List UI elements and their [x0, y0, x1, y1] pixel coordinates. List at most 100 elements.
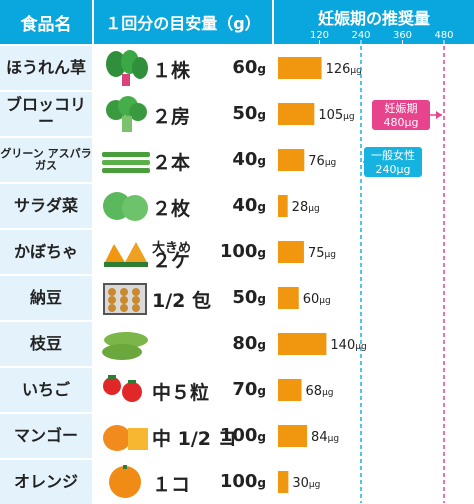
portion-count: 中 1/2 コ — [152, 424, 237, 451]
table-row: 納豆 1/2 包 50g — [0, 276, 474, 320]
weight-value: 50 — [232, 103, 258, 124]
portion-weight: 60g — [232, 57, 266, 78]
portion-count: １株 — [152, 56, 190, 83]
recommended-cell — [274, 460, 474, 504]
portion-count-text: 1/2 包 — [152, 290, 211, 312]
weight-unit: g — [257, 292, 266, 306]
weight-value: 40 — [232, 149, 258, 170]
header-food-name: 食品名 — [0, 0, 92, 44]
amount-cell: 大きめ ２ケ 100g — [94, 230, 272, 274]
weight-value: 80 — [232, 333, 258, 354]
food-name: マンゴー — [0, 414, 92, 458]
table-row: いちご 中５粒 70g — [0, 368, 474, 412]
portion-count: 1/2 包 — [152, 286, 211, 313]
portion-count: ２枚 — [152, 194, 190, 221]
weight-value: 100 — [219, 425, 258, 446]
portion-prefix: 大きめ — [152, 241, 192, 256]
weight-unit: g — [257, 384, 266, 398]
table-row: グリーン アスパラガス ２本 40g — [0, 138, 474, 182]
portion-weight: 100g — [220, 425, 266, 446]
portion-count-text: １株 — [152, 60, 191, 82]
amount-cell: ２枚 40g — [94, 184, 272, 228]
portion-weight: 100g — [220, 471, 266, 492]
weight-unit: g — [257, 154, 266, 168]
food-name: 枝豆 — [0, 322, 92, 366]
asparagus-icon — [102, 152, 150, 173]
portion-count-text: １コ — [152, 474, 191, 496]
weight-value: 100 — [219, 241, 258, 262]
recommended-cell — [274, 138, 474, 182]
weight-unit: g — [257, 62, 266, 76]
weight-unit: g — [257, 246, 266, 260]
weight-unit: g — [257, 338, 266, 352]
table-row: サラダ菜 ２枚 40g — [0, 184, 474, 228]
portion-count-text: ２本 — [152, 152, 191, 174]
portion-weight: 100g — [220, 241, 266, 262]
recommended-cell — [274, 46, 474, 90]
food-name: オレンジ — [0, 460, 92, 504]
portion-weight: 70g — [232, 379, 266, 400]
pumpkin-icon — [104, 242, 148, 267]
portion-count-text: 中 1/2 コ — [152, 428, 237, 450]
portion-count: 中５粒 — [152, 378, 209, 405]
portion-count-text: 中５粒 — [152, 382, 210, 404]
portion-count-text: ２ケ — [152, 250, 191, 272]
food-name: かぼちゃ — [0, 230, 92, 274]
natto-icon — [103, 283, 147, 315]
table-row: オレンジ １コ 100g — [0, 460, 474, 504]
broccoli-icon — [106, 96, 147, 132]
orange-icon — [109, 465, 141, 498]
recommended-cell — [274, 414, 474, 458]
mango-icon — [103, 425, 148, 451]
portion-weight: 80g — [232, 333, 266, 354]
amount-cell: ２本 40g — [94, 138, 272, 182]
recommended-cell — [274, 230, 474, 274]
recommended-cell — [274, 92, 474, 136]
weight-value: 50 — [232, 287, 258, 308]
amount-cell: 1/2 包 50g — [94, 276, 272, 320]
table-row: 枝豆 80g — [0, 322, 474, 366]
food-name: サラダ菜 — [0, 184, 92, 228]
weight-unit: g — [257, 430, 266, 444]
edamame-icon — [102, 332, 148, 360]
amount-cell: 中 1/2 コ 100g — [94, 414, 272, 458]
weight-unit: g — [257, 200, 266, 214]
table-row: ほうれん草 １株 60g — [0, 46, 474, 90]
weight-unit: g — [257, 108, 266, 122]
amount-cell: １株 60g — [94, 46, 272, 90]
portion-count: １コ — [152, 470, 190, 497]
recommended-cell — [274, 322, 474, 366]
portion-weight: 40g — [232, 149, 266, 170]
recommended-cell — [274, 276, 474, 320]
portion-count: ２本 — [152, 148, 190, 175]
spinach-icon — [106, 50, 148, 86]
table-row: マンゴー中 1/2 コ 100g — [0, 414, 474, 458]
weight-unit: g — [257, 476, 266, 490]
amount-cell: 80g — [94, 322, 272, 366]
portion-count-text: ２枚 — [152, 198, 191, 220]
table-row: ブロッコリー ２房 50g — [0, 92, 474, 136]
food-name: 納豆 — [0, 276, 92, 320]
amount-cell: ２房 50g — [94, 92, 272, 136]
strawberry-icon — [103, 375, 142, 402]
weight-value: 70 — [232, 379, 258, 400]
weight-value: 40 — [232, 195, 258, 216]
portion-weight: 50g — [232, 103, 266, 124]
portion-weight: 40g — [232, 195, 266, 216]
amount-cell: 中５粒 70g — [94, 368, 272, 412]
food-name: ほうれん草 — [0, 46, 92, 90]
table-row: かぼちゃ 大きめ ２ケ 100g — [0, 230, 474, 274]
header-amount: １回分の目安量（g） — [94, 0, 272, 44]
portion-count: ２房 — [152, 102, 190, 129]
portion-weight: 50g — [232, 287, 266, 308]
lettuce-icon — [103, 192, 148, 221]
food-name: いちご — [0, 368, 92, 412]
food-name: グリーン アスパラガス — [0, 138, 92, 182]
food-name: ブロッコリー — [0, 92, 92, 136]
recommended-cell — [274, 184, 474, 228]
header-recommended: 妊娠期の推奨量 — [274, 0, 474, 44]
recommended-cell — [274, 368, 474, 412]
amount-cell: １コ 100g — [94, 460, 272, 504]
weight-value: 100 — [219, 471, 258, 492]
